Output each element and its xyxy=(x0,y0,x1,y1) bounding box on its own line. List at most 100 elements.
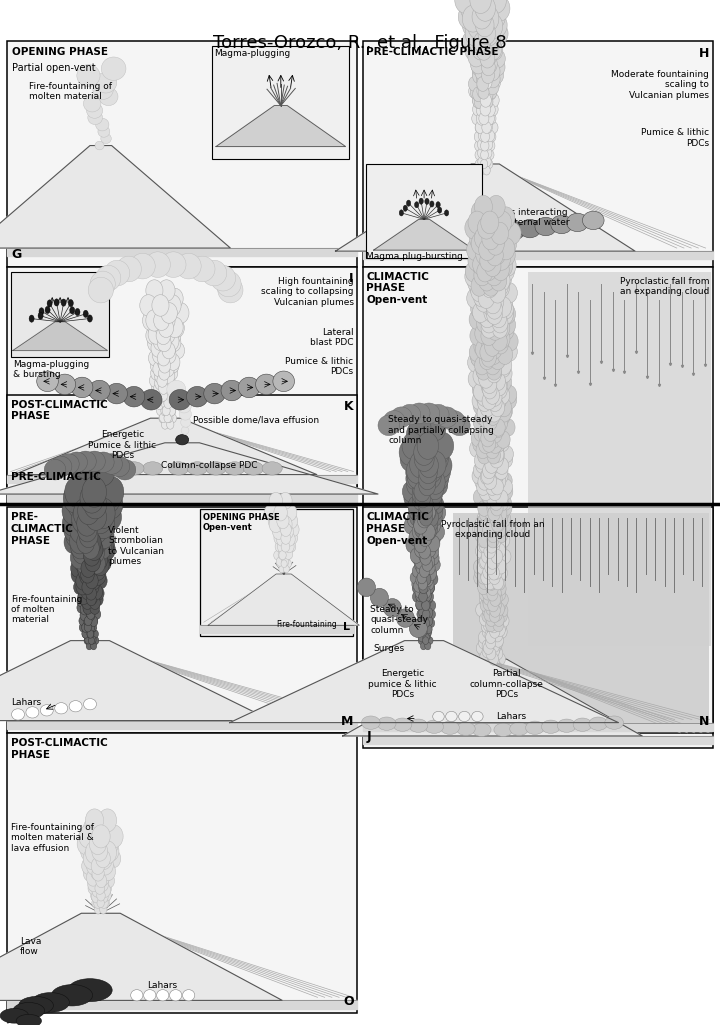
Ellipse shape xyxy=(494,290,510,310)
Ellipse shape xyxy=(418,502,433,520)
Ellipse shape xyxy=(476,335,491,354)
Ellipse shape xyxy=(282,544,289,554)
Text: Surges interacting
with external water: Surges interacting with external water xyxy=(481,208,570,227)
Ellipse shape xyxy=(501,283,518,303)
Ellipse shape xyxy=(487,506,499,522)
Ellipse shape xyxy=(438,207,442,213)
Ellipse shape xyxy=(487,196,505,218)
Polygon shape xyxy=(0,443,378,494)
Ellipse shape xyxy=(488,425,502,443)
Ellipse shape xyxy=(410,548,423,564)
Ellipse shape xyxy=(83,516,101,538)
Ellipse shape xyxy=(62,497,84,525)
Ellipse shape xyxy=(140,390,162,410)
Ellipse shape xyxy=(483,549,495,564)
Ellipse shape xyxy=(86,609,95,619)
Ellipse shape xyxy=(114,459,136,480)
Ellipse shape xyxy=(284,540,294,552)
Ellipse shape xyxy=(486,85,497,99)
Ellipse shape xyxy=(472,467,485,484)
Ellipse shape xyxy=(475,313,491,332)
Ellipse shape xyxy=(432,433,454,459)
Ellipse shape xyxy=(487,560,499,574)
Ellipse shape xyxy=(490,592,500,607)
Ellipse shape xyxy=(465,265,482,287)
Ellipse shape xyxy=(425,198,429,204)
Ellipse shape xyxy=(89,833,107,855)
Ellipse shape xyxy=(153,311,169,330)
Ellipse shape xyxy=(479,630,489,644)
Ellipse shape xyxy=(499,473,512,489)
Ellipse shape xyxy=(158,390,168,402)
Ellipse shape xyxy=(89,637,94,645)
Ellipse shape xyxy=(489,265,505,287)
Ellipse shape xyxy=(428,404,449,424)
Ellipse shape xyxy=(485,337,500,357)
Ellipse shape xyxy=(491,578,502,591)
Ellipse shape xyxy=(478,23,495,45)
Ellipse shape xyxy=(481,422,495,440)
Ellipse shape xyxy=(420,580,430,592)
Ellipse shape xyxy=(90,616,97,625)
Ellipse shape xyxy=(478,409,492,427)
Ellipse shape xyxy=(420,475,436,494)
Ellipse shape xyxy=(398,215,420,234)
Ellipse shape xyxy=(490,396,505,413)
Ellipse shape xyxy=(474,474,487,490)
Ellipse shape xyxy=(484,83,495,97)
Ellipse shape xyxy=(431,503,446,522)
Ellipse shape xyxy=(486,511,499,527)
Ellipse shape xyxy=(535,217,557,236)
Ellipse shape xyxy=(479,637,489,649)
Ellipse shape xyxy=(484,102,495,117)
Ellipse shape xyxy=(485,561,496,575)
Ellipse shape xyxy=(482,522,494,537)
Bar xyxy=(528,272,711,646)
Polygon shape xyxy=(230,641,618,723)
Bar xyxy=(366,164,482,258)
Ellipse shape xyxy=(73,507,91,531)
Ellipse shape xyxy=(494,329,510,349)
Ellipse shape xyxy=(494,500,506,516)
Ellipse shape xyxy=(482,565,494,579)
Ellipse shape xyxy=(494,724,513,736)
Ellipse shape xyxy=(469,49,485,68)
Ellipse shape xyxy=(481,550,492,565)
Ellipse shape xyxy=(468,370,483,388)
Ellipse shape xyxy=(86,555,99,571)
Ellipse shape xyxy=(485,76,498,91)
Ellipse shape xyxy=(159,413,166,422)
Ellipse shape xyxy=(492,576,503,589)
Ellipse shape xyxy=(478,478,490,494)
Ellipse shape xyxy=(485,484,498,500)
Ellipse shape xyxy=(492,319,508,338)
Ellipse shape xyxy=(487,555,498,569)
Ellipse shape xyxy=(474,359,490,377)
Ellipse shape xyxy=(143,461,163,476)
Ellipse shape xyxy=(496,430,510,448)
Ellipse shape xyxy=(481,286,497,305)
Ellipse shape xyxy=(487,321,503,340)
Ellipse shape xyxy=(416,541,427,556)
Ellipse shape xyxy=(478,222,496,244)
Ellipse shape xyxy=(482,104,492,116)
Ellipse shape xyxy=(483,301,499,321)
Ellipse shape xyxy=(153,346,166,364)
Ellipse shape xyxy=(476,361,492,380)
Ellipse shape xyxy=(487,368,502,386)
Ellipse shape xyxy=(54,374,76,395)
Ellipse shape xyxy=(478,288,495,309)
Ellipse shape xyxy=(96,484,120,514)
Ellipse shape xyxy=(68,299,73,306)
Ellipse shape xyxy=(276,514,287,527)
Ellipse shape xyxy=(86,846,100,863)
Ellipse shape xyxy=(495,495,508,511)
Ellipse shape xyxy=(92,866,104,882)
Ellipse shape xyxy=(474,76,485,89)
Ellipse shape xyxy=(478,166,485,175)
Ellipse shape xyxy=(102,883,112,895)
Ellipse shape xyxy=(495,605,505,618)
Ellipse shape xyxy=(77,531,95,554)
Ellipse shape xyxy=(480,280,495,300)
Ellipse shape xyxy=(79,524,98,547)
